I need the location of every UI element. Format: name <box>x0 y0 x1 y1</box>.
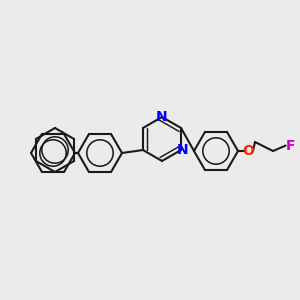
Text: N: N <box>177 143 189 157</box>
Text: F: F <box>286 139 296 153</box>
Text: O: O <box>242 144 254 158</box>
Text: N: N <box>156 110 168 124</box>
